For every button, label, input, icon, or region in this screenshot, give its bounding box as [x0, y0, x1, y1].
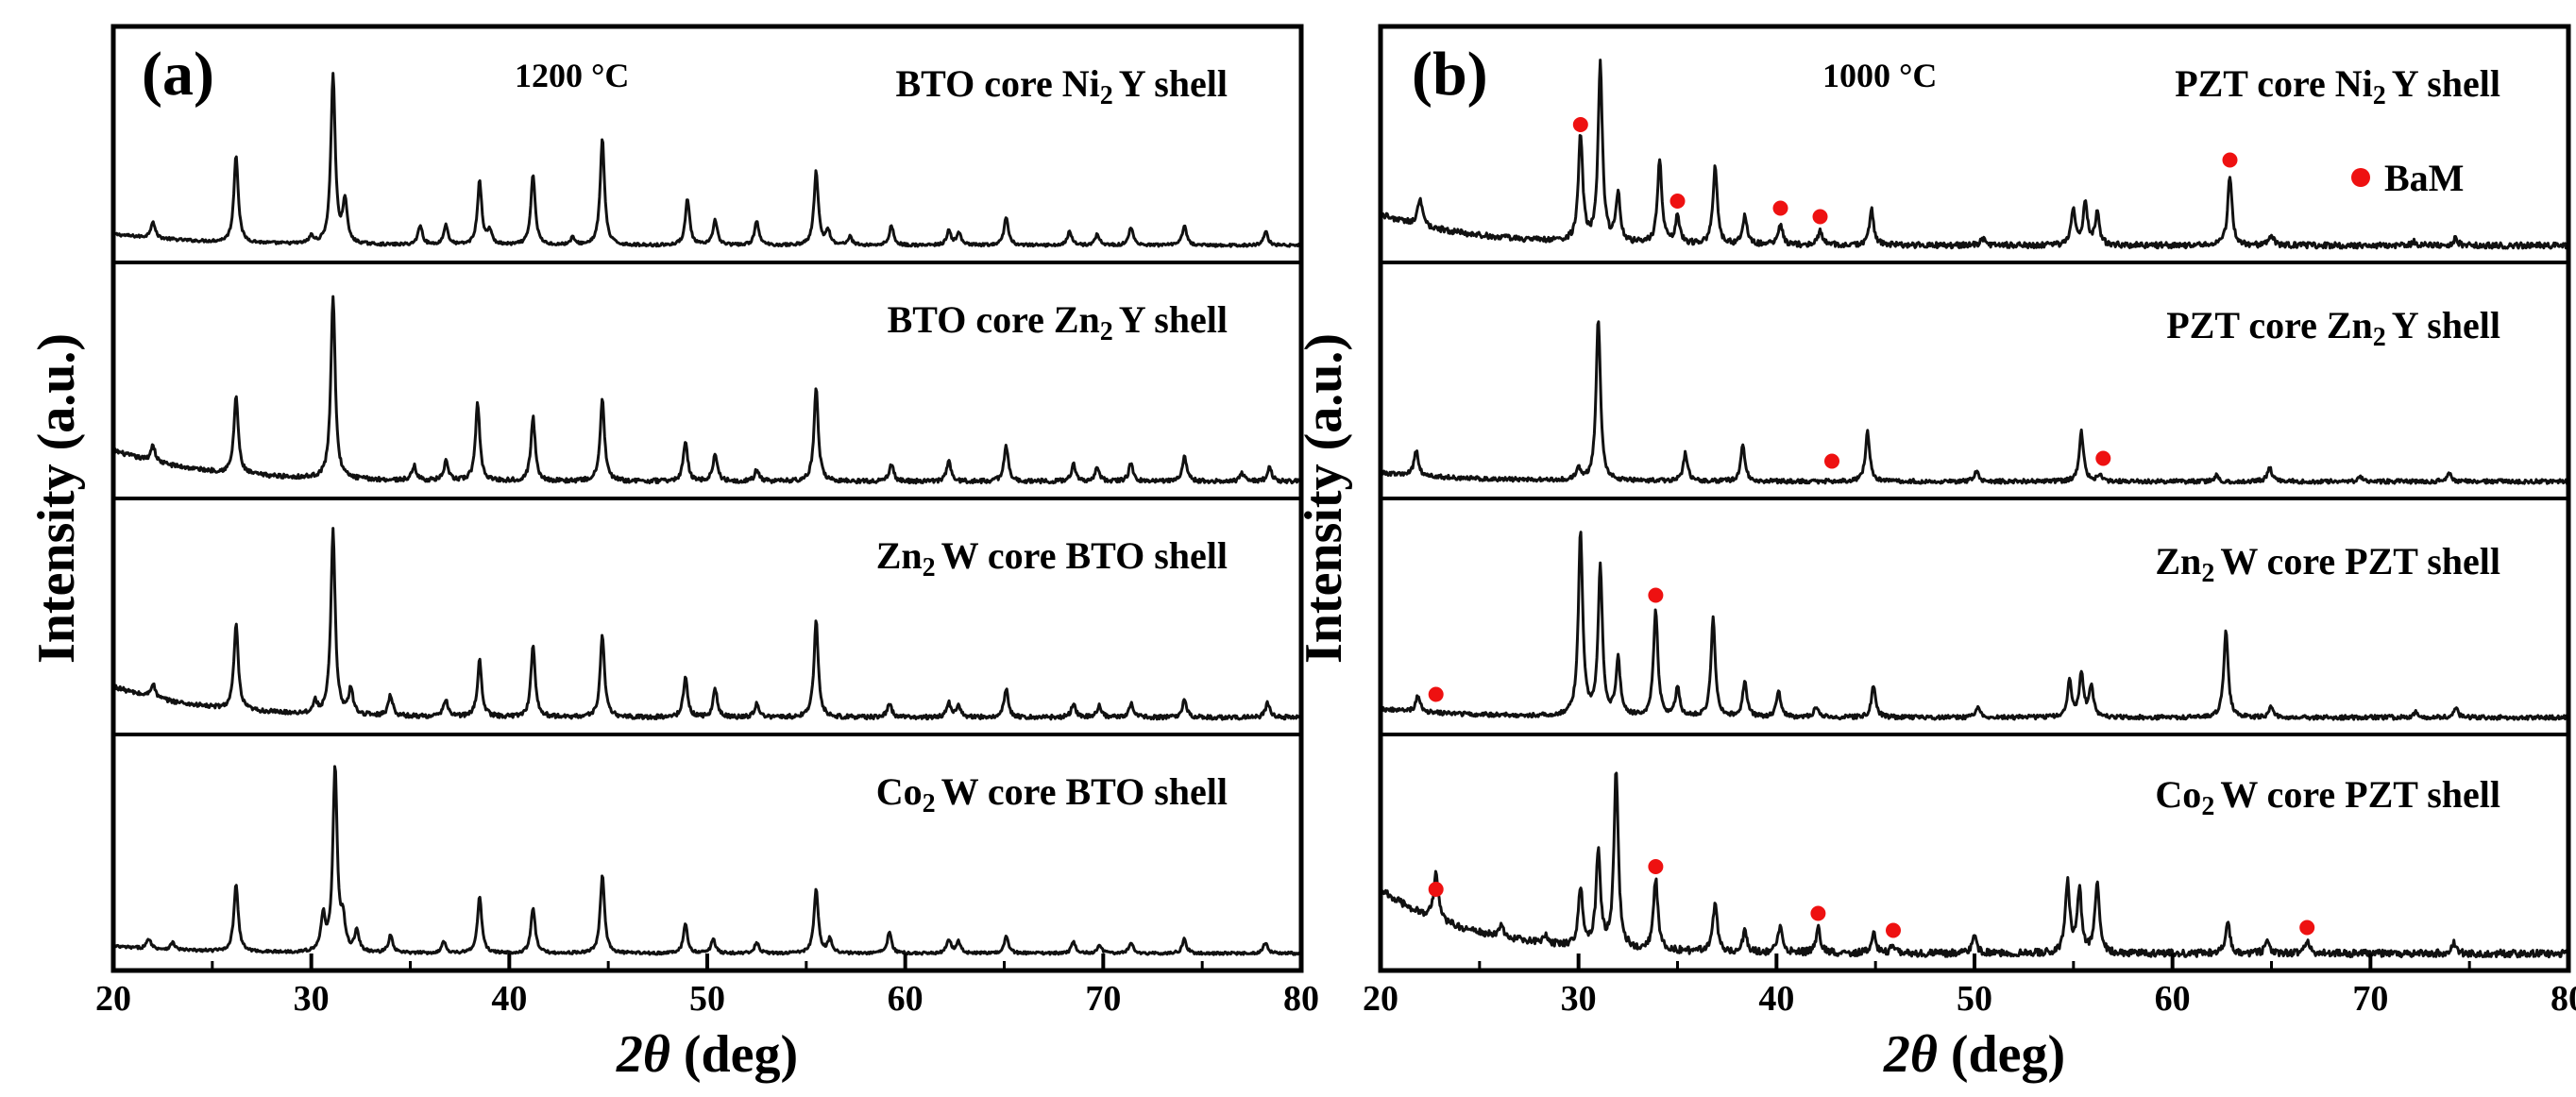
panel-a-trace-label-1: BTO core Ni2 Y shell: [896, 62, 1229, 110]
bam-marker-b-2-2: [2095, 450, 2111, 466]
bam-marker-b-1-5: [2222, 152, 2238, 168]
bam-marker-b-2-1: [1824, 453, 1839, 469]
x-tick-label-a-70: 70: [1085, 979, 1121, 1019]
x-tick-label-b-30: 30: [1561, 979, 1597, 1019]
bam-marker-b-1-2: [1669, 194, 1686, 209]
bam-marker-b-3-1: [1428, 686, 1444, 702]
panel-b-trace-label-1: PZT core Ni2 Y shell: [2175, 62, 2500, 110]
xrd-trace-b-2: [1379, 320, 2569, 485]
bam-marker-b-4-5: [2299, 920, 2315, 936]
x-tick-label-b-60: 60: [2155, 979, 2191, 1019]
bam-marker-b-1-4: [1812, 209, 1828, 225]
bam-marker-b-1-1: [1572, 117, 1588, 132]
bam-marker-b-3-2: [1648, 587, 1664, 603]
panel-b-y-axis-label: Intensity (a.u.): [1295, 333, 1353, 664]
xrd-trace-b-3: [1380, 531, 2569, 721]
xrd-trace-a-2: [112, 295, 1303, 485]
xrd-trace-a-4: [111, 765, 1303, 956]
panel-b-x-ticks: 20 30 40 50 60 70 80: [1363, 954, 2576, 1019]
bam-marker-b-1-3: [1772, 200, 1788, 216]
panel-b-trace-label-4: Co2 W core PZT shell: [2155, 773, 2500, 821]
panel-b-letter: (b): [1412, 40, 1488, 109]
bam-marker-b-4-4: [1886, 922, 1901, 938]
bam-marker-b-4-2: [1648, 859, 1664, 874]
panel-b: 20 30 40 50 60 70 80 (b) 1000 °C BaM PZT core …: [1363, 24, 2576, 1084]
xrd-trace-b-1: [1379, 59, 2569, 250]
panel-b-trace-label-3: Zn2 W core PZT shell: [2155, 540, 2500, 588]
xrd-trace-a-3: [112, 527, 1303, 721]
panel-b-temperature: 1000 °C: [1822, 57, 1937, 94]
panel-b-markers: [1428, 117, 2315, 938]
x-tick-label-b-70: 70: [2352, 979, 2388, 1019]
panel-a-trace-label-2: BTO core Zn2 Y shell: [888, 298, 1228, 346]
x-tick-label-a-40: 40: [491, 979, 527, 1019]
panel-a-x-axis-label: 2θ (deg): [616, 1025, 798, 1084]
panel-a-trace-label-3: Zn2 W core BTO shell: [876, 534, 1228, 582]
x-tick-label-b-40: 40: [1758, 979, 1794, 1019]
x-tick-label-a-50: 50: [689, 979, 725, 1019]
panel-a-letter: (a): [142, 40, 214, 109]
panel-a: 20 30 40 50 60 70 80 (a) 1200 °C BTO core Ni2 Y…: [95, 24, 1319, 1084]
panel-a-trace-label-4: Co2 W core BTO shell: [876, 770, 1228, 819]
legend-bam-marker: [2351, 168, 2370, 187]
x-tick-label-b-50: 50: [1957, 979, 1992, 1019]
x-tick-label-b-80: 80: [2551, 979, 2576, 1019]
bam-marker-b-4-3: [1810, 905, 1826, 921]
x-tick-label-a-30: 30: [294, 979, 330, 1019]
panel-b-trace-label-2: PZT core Zn2 Y shell: [2166, 304, 2500, 352]
panel-a-y-axis-label: Intensity (a.u.): [27, 333, 86, 664]
bam-marker-b-4-1: [1428, 882, 1444, 897]
x-tick-label-a-60: 60: [888, 979, 924, 1019]
xrd-trace-a-1: [111, 72, 1302, 248]
legend-bam-label: BaM: [2384, 157, 2464, 199]
x-tick-label-b-20: 20: [1363, 979, 1398, 1019]
x-tick-label-a-80: 80: [1283, 979, 1319, 1019]
x-tick-label-a-20: 20: [95, 979, 131, 1019]
panel-a-x-ticks: 20 30 40 50 60 70 80: [95, 954, 1319, 1019]
panel-a-temperature: 1200 °C: [515, 57, 629, 94]
panel-a-traces: [111, 72, 1303, 956]
panel-b-x-axis-label: 2θ (deg): [1883, 1025, 2065, 1084]
